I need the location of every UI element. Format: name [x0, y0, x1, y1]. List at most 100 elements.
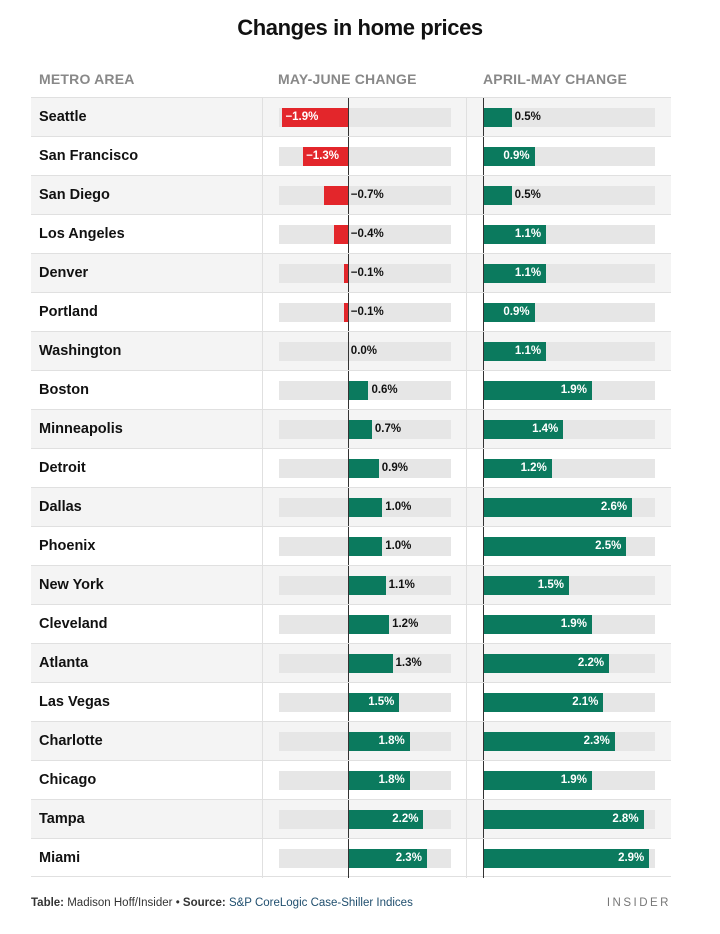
- table-row: Detroit 0.9% 1.2%: [31, 448, 671, 488]
- bar: [483, 264, 547, 283]
- may-june-cell: 0.7%: [262, 410, 466, 449]
- zero-axis: [347, 371, 349, 410]
- zero-axis: [483, 98, 484, 137]
- column-header-metro: METRO AREA: [39, 71, 135, 87]
- zero-axis: [483, 527, 484, 566]
- footer-credit: Table: Madison Hoff/Insider • Source: S&…: [31, 897, 413, 909]
- metro-name: San Diego: [39, 187, 110, 203]
- value-label: 1.0%: [385, 540, 412, 552]
- value-label: 1.4%: [532, 423, 559, 435]
- source-link[interactable]: S&P CoreLogic Case-Shiller Indices: [228, 897, 413, 909]
- bar-track: [279, 264, 451, 283]
- bar-track: [279, 225, 451, 244]
- bar: [483, 147, 535, 166]
- may-june-cell: 0.6%: [262, 371, 466, 410]
- may-june-cell: −0.1%: [262, 293, 466, 332]
- metro-name: Tampa: [39, 811, 85, 827]
- metro-name: Chicago: [39, 772, 97, 788]
- bar: [323, 186, 348, 205]
- metro-name: Phoenix: [39, 538, 96, 554]
- insider-logo: INSIDER: [606, 897, 671, 909]
- zero-axis: [483, 137, 484, 176]
- zero-axis: [483, 176, 484, 215]
- bar: [303, 147, 348, 166]
- bar-track: [279, 303, 451, 322]
- value-label: 1.8%: [378, 735, 405, 747]
- zero-axis: [483, 761, 484, 800]
- column-header-may-june: MAY-JUNE CHANGE: [278, 71, 417, 87]
- value-label: 2.2%: [392, 813, 419, 825]
- bar: [347, 693, 400, 712]
- bar: [483, 381, 592, 400]
- value-label: −1.9%: [285, 111, 319, 123]
- bar: [483, 615, 592, 634]
- bar: [347, 537, 383, 556]
- value-label: 2.2%: [577, 657, 605, 669]
- value-label: 1.9%: [560, 384, 587, 396]
- data-table: Seattle −1.9% 0.5% San Francisco −1.3% 0.9% Sa…: [31, 97, 671, 878]
- metro-name: Washington: [39, 343, 122, 359]
- bar: [483, 186, 512, 205]
- table-row: San Francisco −1.3% 0.9%: [31, 136, 671, 176]
- metro-name: New York: [39, 577, 104, 593]
- table-credit: Madison Hoff/Insider: [67, 897, 173, 909]
- bar: [347, 381, 369, 400]
- may-june-cell: 2.3%: [262, 839, 466, 878]
- value-label: −0.7%: [350, 189, 384, 201]
- april-may-cell: 2.5%: [466, 527, 671, 566]
- may-june-cell: 0.0%: [262, 332, 466, 371]
- bar-track: [279, 342, 451, 361]
- april-may-cell: 1.5%: [466, 566, 671, 605]
- value-label: 2.6%: [600, 501, 628, 513]
- april-may-cell: 1.1%: [466, 332, 671, 371]
- table-row: Charlotte 1.8% 2.3%: [31, 721, 671, 761]
- april-may-cell: 2.3%: [466, 722, 671, 761]
- bar: [483, 537, 627, 556]
- zero-axis: [347, 644, 349, 683]
- bar-track: [483, 108, 655, 127]
- zero-axis: [483, 488, 484, 527]
- metro-name: Detroit: [39, 460, 86, 476]
- table-row: Tampa 2.2% 2.8%: [31, 799, 671, 839]
- metro-name: Portland: [39, 304, 98, 320]
- zero-axis: [347, 683, 349, 722]
- bar: [483, 849, 650, 868]
- bar: [347, 654, 393, 673]
- value-label: −1.3%: [306, 150, 340, 162]
- bar: [483, 420, 564, 439]
- chart-title: Changes in home prices: [237, 15, 483, 40]
- may-june-cell: 1.8%: [262, 722, 466, 761]
- may-june-cell: 2.2%: [262, 800, 466, 839]
- bar: [347, 576, 386, 595]
- bar: [483, 693, 604, 712]
- april-may-cell: 2.9%: [466, 839, 671, 878]
- table-row: Minneapolis 0.7% 1.4%: [31, 409, 671, 449]
- value-label: 1.5%: [368, 696, 395, 708]
- april-may-cell: 0.9%: [466, 293, 671, 332]
- zero-axis: [347, 410, 349, 449]
- table-row: Boston 0.6% 1.9%: [31, 370, 671, 410]
- zero-axis: [347, 839, 349, 878]
- value-label: 2.3%: [583, 735, 610, 747]
- value-label: 1.1%: [514, 228, 542, 240]
- value-label: 0.9%: [381, 462, 408, 474]
- may-june-cell: 1.3%: [262, 644, 466, 683]
- zero-axis: [483, 839, 484, 878]
- zero-axis: [347, 566, 349, 605]
- bar: [347, 459, 379, 478]
- bar: [483, 342, 547, 361]
- bar: [347, 732, 410, 751]
- table-row: Los Angeles −0.4% 1.1%: [31, 214, 671, 254]
- zero-axis: [347, 449, 349, 488]
- bar: [483, 225, 547, 244]
- value-label: 1.3%: [395, 657, 422, 669]
- bar: [347, 849, 427, 868]
- zero-axis: [347, 761, 349, 800]
- april-may-cell: 0.5%: [466, 176, 671, 215]
- april-may-cell: 0.9%: [466, 137, 671, 176]
- april-may-cell: 1.1%: [466, 215, 671, 254]
- zero-axis: [483, 254, 484, 293]
- bar: [347, 498, 383, 517]
- april-may-cell: 2.1%: [466, 683, 671, 722]
- bar-track: [483, 186, 655, 205]
